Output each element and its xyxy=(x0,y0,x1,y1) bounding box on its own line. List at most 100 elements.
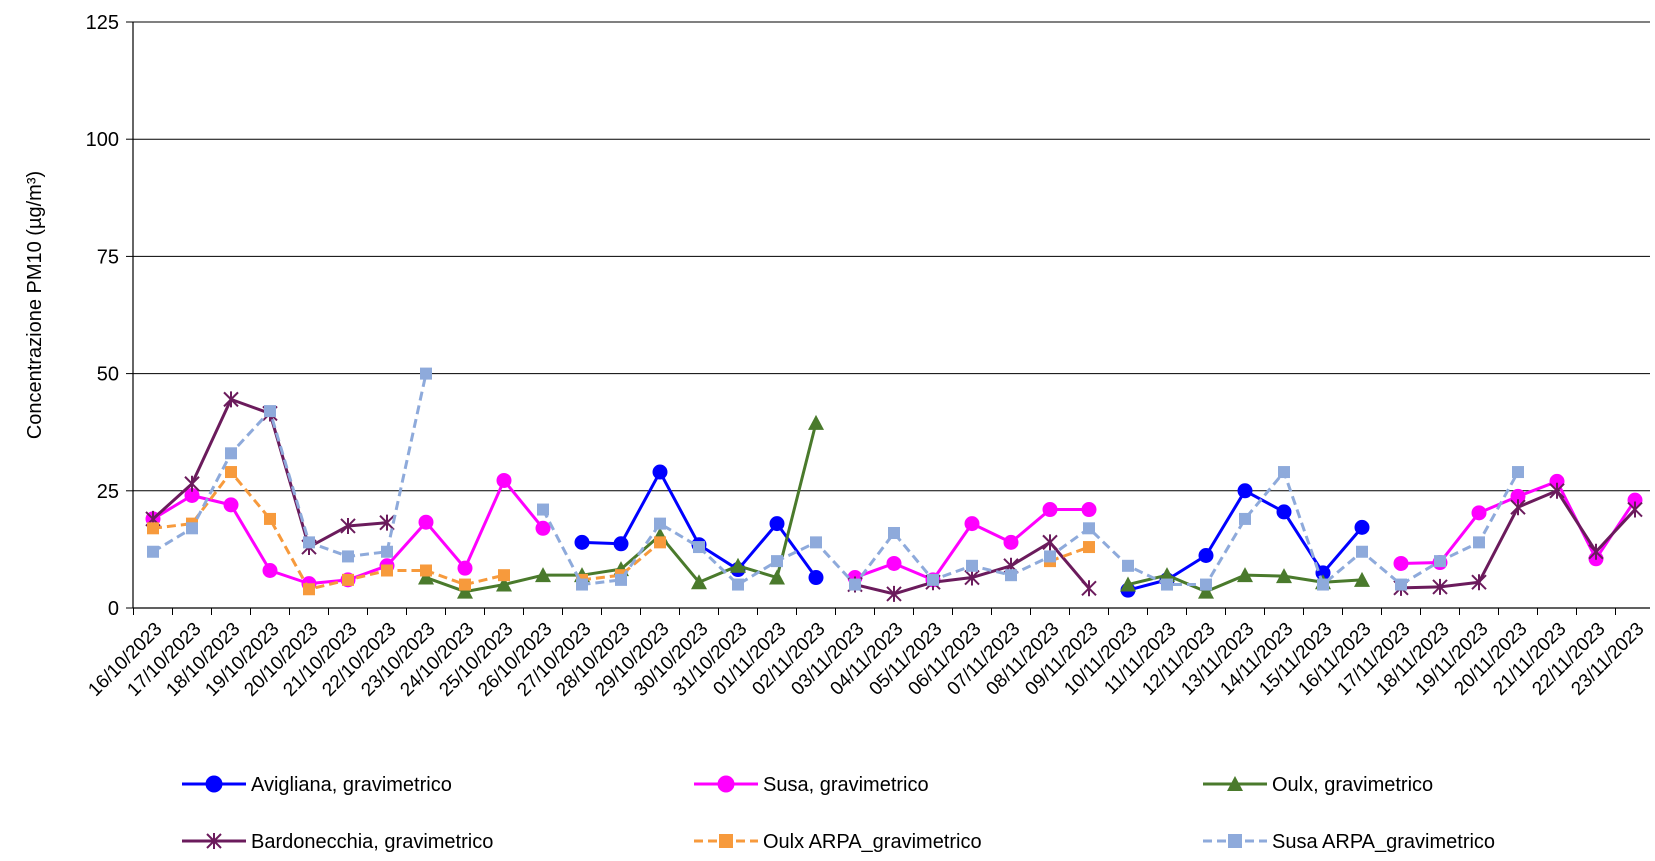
data-point xyxy=(654,517,666,530)
data-point xyxy=(1393,555,1409,571)
data-point xyxy=(1627,501,1643,518)
data-point xyxy=(457,583,473,599)
legend-label: Susa, gravimetrico xyxy=(763,774,929,796)
data-point xyxy=(379,514,395,531)
data-point xyxy=(1276,568,1292,584)
data-point xyxy=(381,564,393,577)
data-point xyxy=(1434,555,1446,568)
data-point xyxy=(223,497,239,513)
data-point xyxy=(1278,466,1290,479)
y-tick-labels: 0 25 50 75 100 125 xyxy=(86,12,119,620)
data-point xyxy=(927,573,939,586)
data-point xyxy=(574,534,590,550)
data-point xyxy=(1122,559,1134,572)
data-point xyxy=(1083,541,1095,554)
data-point xyxy=(1588,543,1604,560)
data-point xyxy=(418,569,434,585)
data-point xyxy=(1471,574,1487,591)
gridlines xyxy=(133,21,1650,492)
data-point xyxy=(1473,536,1485,549)
series-line xyxy=(152,373,428,558)
series-line xyxy=(152,470,505,591)
data-point xyxy=(420,367,432,380)
data-point xyxy=(1549,482,1565,499)
data-point xyxy=(576,578,588,591)
legend-label: Avigliana, gravimetrico xyxy=(251,774,452,796)
data-point xyxy=(147,545,159,558)
data-point xyxy=(381,545,393,558)
series-line xyxy=(581,541,661,582)
axes xyxy=(126,21,1650,615)
data-point xyxy=(264,405,276,418)
legend-entry: Oulx, gravimetrico xyxy=(1203,774,1433,796)
data-point xyxy=(535,567,551,583)
data-point xyxy=(1042,534,1058,551)
series-6 xyxy=(147,367,1524,591)
y-tick-label: 125 xyxy=(86,12,119,34)
data-point xyxy=(459,578,471,591)
data-point xyxy=(342,550,354,563)
data-point xyxy=(303,536,315,549)
data-point xyxy=(1239,512,1251,525)
x-tick-labels: 16/10/202317/10/202318/10/202319/10/2023… xyxy=(84,619,1648,701)
data-point xyxy=(964,516,980,532)
data-point xyxy=(886,555,902,571)
data-point xyxy=(1081,502,1097,518)
data-point xyxy=(1120,576,1136,592)
data-point xyxy=(420,564,432,577)
series-line xyxy=(1049,545,1090,563)
data-point xyxy=(1161,578,1173,591)
data-point xyxy=(1237,483,1253,499)
legend-swatch-marker xyxy=(1227,776,1243,791)
data-point xyxy=(771,555,783,568)
series-3 xyxy=(418,414,1370,599)
legend-swatch-marker xyxy=(1228,834,1242,848)
data-point xyxy=(1395,578,1407,591)
y-tick-label: 0 xyxy=(108,598,119,620)
data-point xyxy=(496,472,512,488)
data-point xyxy=(1083,522,1095,535)
data-point xyxy=(1354,571,1370,587)
y-axis-label: Concentrazione PM10 (µg/m³) xyxy=(24,171,46,439)
data-point xyxy=(1510,499,1526,516)
data-point xyxy=(1432,578,1448,595)
data-point xyxy=(810,536,822,549)
data-point xyxy=(184,475,200,492)
data-point xyxy=(691,574,707,590)
legend-swatch-marker xyxy=(717,775,735,793)
data-point xyxy=(888,526,900,539)
data-point xyxy=(1354,519,1370,535)
data-point xyxy=(615,573,627,586)
data-point xyxy=(1198,547,1214,563)
data-point xyxy=(808,414,824,430)
data-point xyxy=(186,522,198,535)
data-point xyxy=(693,541,705,554)
legend-swatch-marker xyxy=(719,834,733,848)
data-point xyxy=(1042,502,1058,518)
data-point xyxy=(808,570,824,586)
y-tick-label: 50 xyxy=(97,364,119,386)
data-point xyxy=(1159,567,1175,583)
legend-entry: Oulx ARPA_gravimetrico xyxy=(694,831,982,853)
data-point xyxy=(418,514,434,530)
data-point xyxy=(1276,504,1292,520)
data-point xyxy=(535,520,551,536)
data-point xyxy=(1003,534,1019,550)
y-tick-label: 75 xyxy=(97,246,119,268)
data-point xyxy=(732,578,744,591)
data-point xyxy=(1044,550,1056,563)
data-point xyxy=(1081,580,1097,597)
data-point xyxy=(1198,583,1214,599)
data-point xyxy=(498,569,510,582)
data-point xyxy=(886,585,902,602)
data-point xyxy=(537,503,549,516)
data-point xyxy=(1512,466,1524,479)
data-point xyxy=(225,466,237,479)
data-point xyxy=(769,516,785,532)
data-point xyxy=(303,583,315,596)
legend-label: Bardonecchia, gravimetrico xyxy=(251,831,493,853)
legend-entry: Avigliana, gravimetrico xyxy=(182,774,452,796)
data-point xyxy=(496,576,512,592)
legend-entry: Bardonecchia, gravimetrico xyxy=(182,831,493,853)
